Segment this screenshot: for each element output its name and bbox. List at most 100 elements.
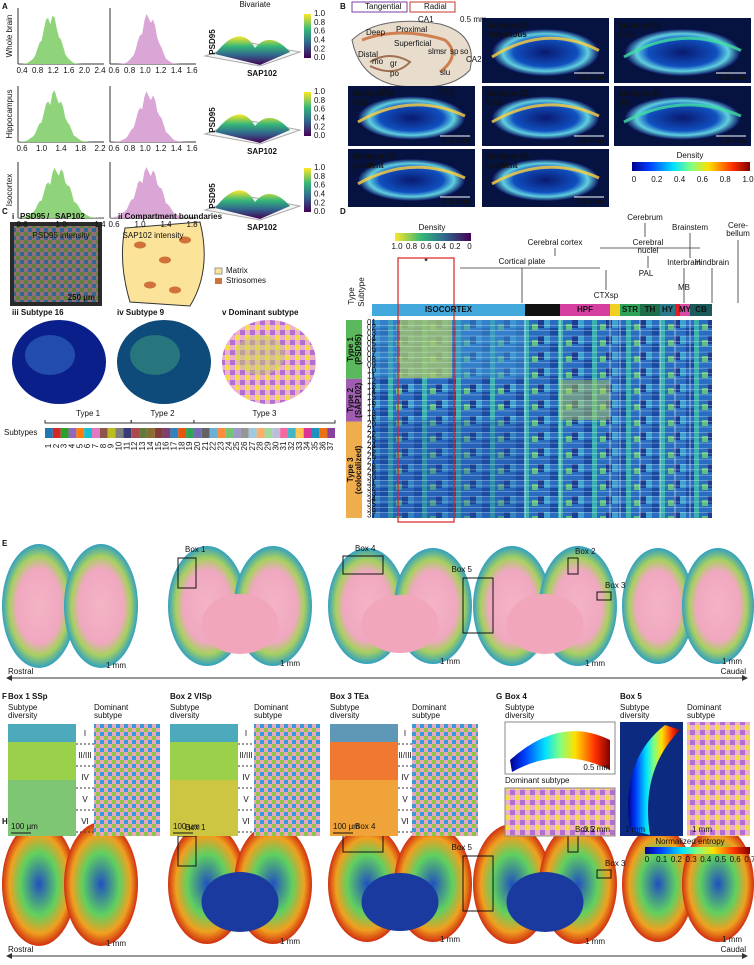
subtype-swatch	[287, 428, 296, 438]
label: ubiquitous	[486, 30, 527, 39]
label: 1 mm	[585, 659, 605, 668]
label: PSD95 intensity	[33, 231, 90, 240]
label: DG	[618, 98, 630, 107]
region-bar	[675, 304, 680, 316]
label: 0.5 mm	[442, 136, 470, 145]
label: 0.6	[420, 242, 432, 251]
label: 1.0	[314, 87, 326, 96]
label: 17	[367, 403, 376, 412]
label: 2.0	[79, 66, 91, 75]
hippocampus-band	[623, 36, 742, 59]
label: Subtype	[170, 703, 200, 712]
label: 0.4	[314, 36, 326, 45]
label: SAP102	[55, 212, 85, 221]
label: Box 5	[620, 692, 642, 701]
label: subtype	[94, 711, 123, 720]
label: 31	[279, 441, 288, 450]
label: i	[12, 212, 14, 221]
hippocampus-band	[491, 165, 600, 186]
label: /	[47, 212, 50, 221]
striosome	[179, 236, 191, 244]
label: 21	[201, 441, 210, 450]
label: Box 3	[605, 581, 626, 590]
label: IV	[81, 773, 89, 782]
diversity-map	[330, 780, 398, 836]
label: Box 1	[185, 545, 206, 554]
label: 0.8	[32, 66, 44, 75]
label: II/III	[239, 751, 252, 760]
histogram	[18, 90, 104, 142]
label: 13	[138, 441, 147, 450]
label: 28	[256, 441, 265, 450]
histogram	[110, 166, 196, 218]
dominant-map	[94, 724, 160, 836]
label: E	[2, 539, 8, 548]
label: 1 mm	[440, 657, 460, 666]
label: 29	[367, 468, 376, 477]
region-bar	[560, 304, 610, 316]
label: 0.1	[656, 855, 668, 864]
label: 1.2	[155, 66, 167, 75]
label: 1.0	[742, 175, 754, 184]
label: 6	[83, 443, 92, 448]
label: 0.2	[651, 175, 663, 184]
label: 12	[130, 441, 139, 450]
label: 35	[367, 500, 376, 509]
label: TH	[645, 305, 656, 314]
label: Box 2 VISp	[170, 692, 212, 701]
label: 0.5 mm	[576, 136, 604, 145]
label: Subtype	[620, 703, 650, 712]
micrograph-detail	[25, 335, 75, 375]
label: Type	[347, 287, 356, 305]
label: 1 mm	[106, 661, 126, 670]
label: Box 1	[185, 823, 206, 832]
label: 3	[60, 443, 69, 448]
legend-box	[409, 1, 456, 13]
label: 13	[367, 382, 376, 391]
label: slu	[440, 68, 450, 77]
striosome	[134, 241, 146, 249]
label: 8	[99, 443, 108, 448]
label: SAP102	[247, 147, 277, 156]
subtype-swatch	[193, 428, 202, 438]
label: 15	[367, 393, 376, 402]
label: 33	[295, 441, 304, 450]
type-bar	[346, 320, 362, 379]
label: 0.4	[700, 855, 712, 864]
label: so	[460, 47, 469, 56]
legend-swatch	[214, 267, 223, 275]
diversity-map	[8, 724, 76, 742]
label: 28	[367, 462, 376, 471]
label: Rostral	[8, 667, 34, 676]
label: 0.5	[715, 855, 727, 864]
label: iv Subtype 9	[117, 308, 165, 317]
label: subtype	[412, 711, 441, 720]
label: ISOCORTEX	[425, 305, 473, 314]
label: Deep	[366, 28, 386, 37]
label: 0.6	[108, 66, 120, 75]
subtype-swatch	[311, 428, 320, 438]
label: 1.6	[186, 144, 198, 153]
label: sp	[450, 47, 459, 56]
label: 0.6	[697, 175, 709, 184]
diversity-map	[170, 724, 238, 742]
label: CA3	[438, 87, 454, 96]
hippocampus-band	[357, 103, 466, 124]
label: 0.2	[314, 122, 326, 131]
label: Cerebral cortex	[528, 238, 583, 247]
striosome	[169, 286, 181, 294]
label: 22	[209, 441, 218, 450]
label: Box 1 SSp	[8, 692, 48, 701]
label: 0.6	[314, 181, 326, 190]
layer	[369, 55, 412, 73]
label: 1.6	[63, 66, 75, 75]
label: 4	[68, 443, 77, 448]
roi-box	[342, 555, 384, 575]
label: Type 2	[346, 387, 355, 412]
label: 18	[367, 409, 376, 418]
label: ii Compartment boundaries	[118, 212, 223, 221]
label: 1 mm	[722, 657, 742, 666]
label: Box 5	[452, 565, 473, 574]
brain-section	[2, 822, 76, 946]
label: VI	[242, 817, 250, 826]
